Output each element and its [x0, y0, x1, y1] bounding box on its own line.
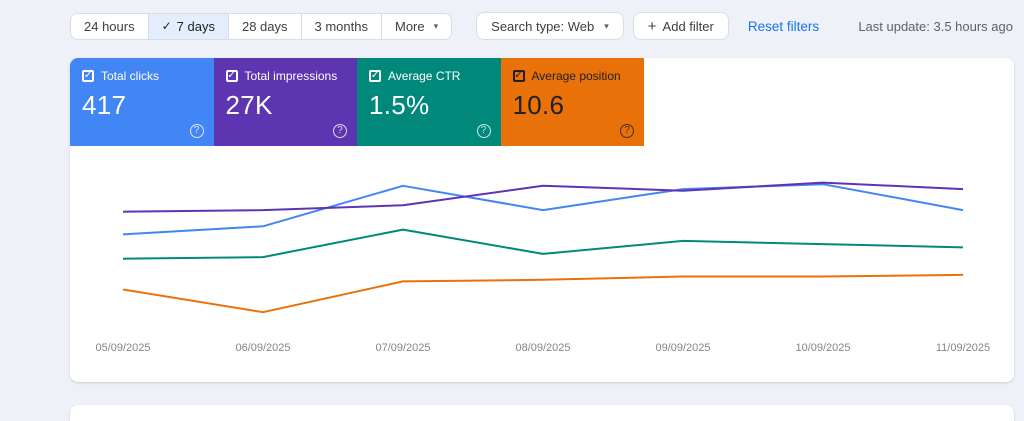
help-icon[interactable]: ?: [189, 124, 204, 138]
help-icon[interactable]: ?: [476, 124, 491, 138]
metric-label: Total clicks: [101, 69, 160, 83]
metric-tile-total-clicks[interactable]: ✓ Total clicks 417 ?: [70, 58, 214, 146]
x-axis-tick: 09/09/2025: [655, 342, 711, 354]
last-update-text: Last update: 3.5 hours ago: [858, 18, 1013, 34]
performance-line-chart: 05/09/2025 06/09/2025 07/09/2025 08/09/2…: [70, 146, 1014, 382]
date-range-28-days[interactable]: 28 days: [228, 13, 302, 39]
chart-canvas: [122, 181, 964, 314]
metric-label: Average CTR: [388, 69, 461, 83]
search-type-selector[interactable]: Search type: Web ▾: [476, 12, 624, 40]
next-section-card: [70, 405, 1014, 421]
x-axis-tick: 05/09/2025: [95, 342, 151, 354]
x-axis-tick: 07/09/2025: [375, 342, 431, 354]
metric-tile-average-ctr[interactable]: ✓ Average CTR 1.5% ?: [357, 58, 501, 146]
series-line-average-ctr: [122, 228, 964, 260]
date-range-label: 24 hours: [84, 18, 135, 34]
date-range-3-months[interactable]: 3 months: [301, 13, 382, 39]
toolbar: 24 hours ✓ 7 days 28 days 3 months More …: [0, 12, 1024, 40]
x-axis-tick: 08/09/2025: [515, 342, 571, 354]
x-axis-tick: 06/09/2025: [235, 342, 291, 354]
series-line-average-position: [122, 273, 964, 314]
date-range-more[interactable]: More ▾: [382, 13, 452, 39]
date-range-chips: 24 hours ✓ 7 days 28 days 3 months More …: [70, 12, 453, 40]
chevron-down-icon: ▾: [433, 20, 439, 31]
reset-filters-link[interactable]: Reset filters: [747, 18, 820, 34]
metric-value: 417: [82, 90, 127, 120]
checkmark-icon: ✓: [161, 19, 172, 33]
date-range-7-days[interactable]: ✓ 7 days: [148, 13, 229, 39]
series-line-total-impressions: [122, 181, 964, 213]
add-filter-label: Add filter: [662, 18, 714, 34]
checkbox-checked-icon[interactable]: ✓: [82, 70, 94, 82]
metric-label: Total impressions: [244, 69, 338, 83]
checkbox-checked-icon[interactable]: ✓: [369, 70, 381, 82]
help-icon[interactable]: ?: [620, 124, 634, 138]
search-type-label: Search type: Web: [491, 18, 595, 34]
performance-card: ✓ Total clicks 417 ? ✓ Total impressions…: [70, 58, 1014, 382]
series-line-total-clicks: [122, 183, 964, 236]
chart-x-axis-labels: 05/09/2025 06/09/2025 07/09/2025 08/09/2…: [70, 342, 1014, 358]
metric-label: Average position: [531, 69, 621, 83]
checkbox-checked-icon[interactable]: ✓: [512, 70, 525, 82]
x-axis-tick: 10/09/2025: [795, 342, 851, 354]
metric-tile-total-impressions[interactable]: ✓ Total impressions 27K ?: [213, 58, 357, 146]
x-axis-tick: 11/09/2025: [935, 342, 991, 354]
plus-icon: +: [647, 17, 657, 35]
date-range-label: 7 days: [176, 18, 215, 34]
metric-tiles: ✓ Total clicks 417 ? ✓ Total impressions…: [70, 58, 1014, 146]
date-range-label: 3 months: [314, 18, 368, 34]
metric-value: 1.5%: [369, 90, 430, 120]
date-range-label: More: [395, 18, 425, 34]
metric-value: 27K: [225, 90, 273, 120]
add-filter-button[interactable]: + Add filter: [632, 12, 729, 40]
checkbox-checked-icon[interactable]: ✓: [225, 70, 238, 82]
chevron-down-icon: ▾: [604, 20, 609, 31]
date-range-label: 28 days: [241, 18, 288, 34]
date-range-24-hours[interactable]: 24 hours: [71, 13, 149, 39]
metric-tile-average-position[interactable]: ✓ Average position 10.6 ?: [500, 58, 644, 146]
metric-value: 10.6: [512, 90, 565, 120]
help-icon[interactable]: ?: [333, 124, 347, 138]
